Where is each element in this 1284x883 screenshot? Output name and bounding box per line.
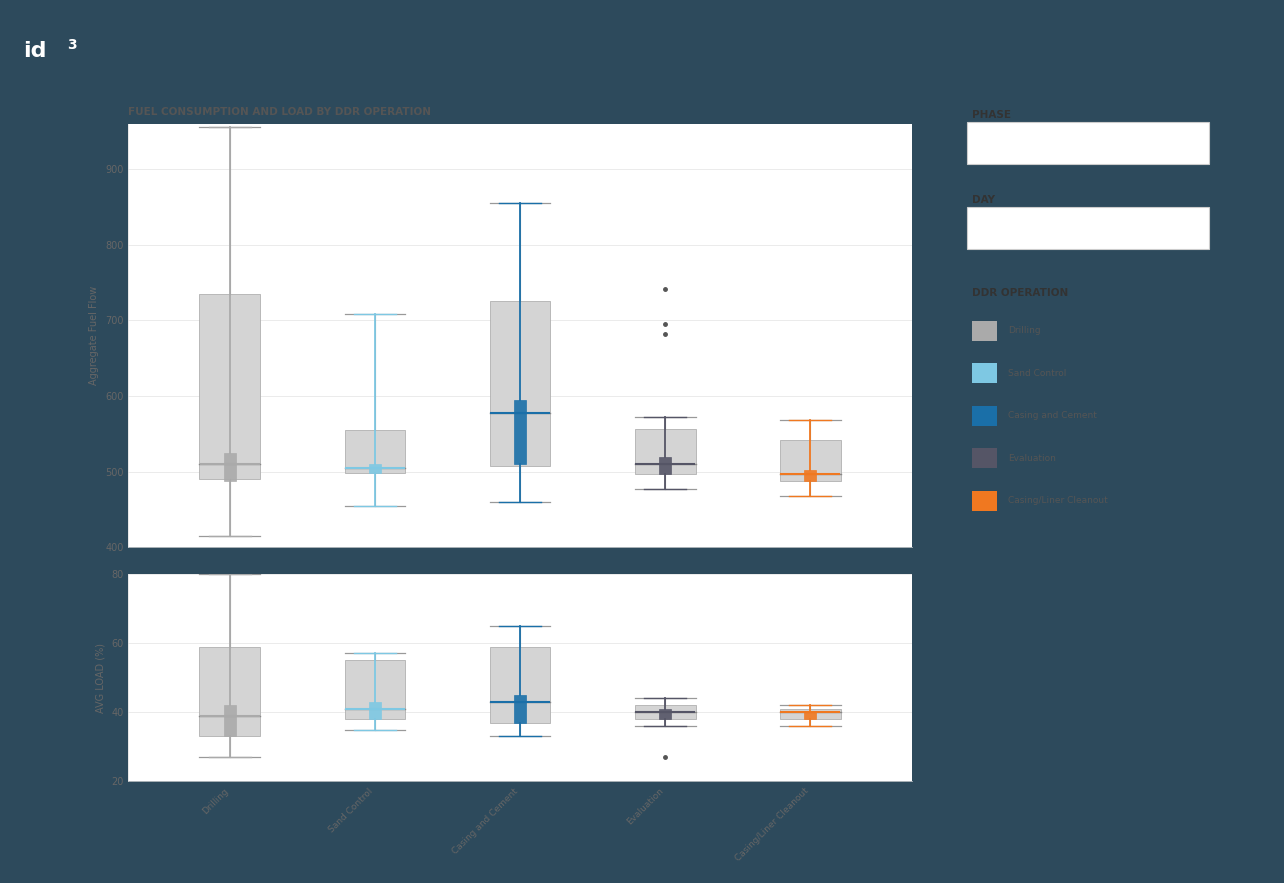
Text: ▼: ▼ <box>1195 223 1202 233</box>
Bar <box>199 294 261 479</box>
Text: Casing and Cement: Casing and Cement <box>1008 411 1097 420</box>
Bar <box>489 646 551 722</box>
Text: Evaluation: Evaluation <box>1008 454 1055 463</box>
Bar <box>972 405 996 426</box>
Y-axis label: AVG LOAD (%): AVG LOAD (%) <box>95 643 105 713</box>
Bar <box>779 709 841 719</box>
Bar <box>967 122 1210 164</box>
Bar <box>514 695 526 722</box>
Bar <box>489 301 551 465</box>
Text: Drilling: Drilling <box>1008 326 1040 335</box>
Text: (All): (All) <box>981 223 1000 233</box>
Bar <box>344 430 406 473</box>
Bar <box>659 709 670 719</box>
Bar <box>804 471 815 481</box>
Text: Sand Control: Sand Control <box>1008 368 1066 378</box>
Bar <box>199 646 261 736</box>
Bar <box>344 660 406 719</box>
Bar <box>972 363 996 383</box>
Bar <box>779 440 841 481</box>
Bar <box>370 464 381 473</box>
Text: id: id <box>23 42 46 62</box>
Bar <box>804 711 815 719</box>
Bar <box>514 400 526 464</box>
Text: ▼: ▼ <box>1195 139 1202 147</box>
Bar <box>972 321 996 341</box>
Bar <box>634 706 696 719</box>
Bar <box>225 706 236 736</box>
Bar <box>972 491 996 510</box>
Bar <box>225 453 236 481</box>
Y-axis label: Aggregate Fuel Flow: Aggregate Fuel Flow <box>90 286 99 385</box>
Text: 3: 3 <box>67 38 76 51</box>
Bar <box>634 428 696 474</box>
Bar <box>659 457 670 474</box>
Text: (All): (All) <box>981 139 1000 148</box>
Text: PHASE: PHASE <box>972 110 1011 120</box>
Bar <box>967 207 1210 249</box>
Bar <box>972 448 996 468</box>
Text: FUEL CONSUMPTION AND LOAD BY DDR OPERATION: FUEL CONSUMPTION AND LOAD BY DDR OPERATI… <box>128 108 431 117</box>
Bar <box>370 702 381 719</box>
Text: DDR OPERATION: DDR OPERATION <box>972 288 1068 298</box>
Text: Casing/Liner Cleanout: Casing/Liner Cleanout <box>1008 496 1108 505</box>
Text: DAY: DAY <box>972 195 995 205</box>
